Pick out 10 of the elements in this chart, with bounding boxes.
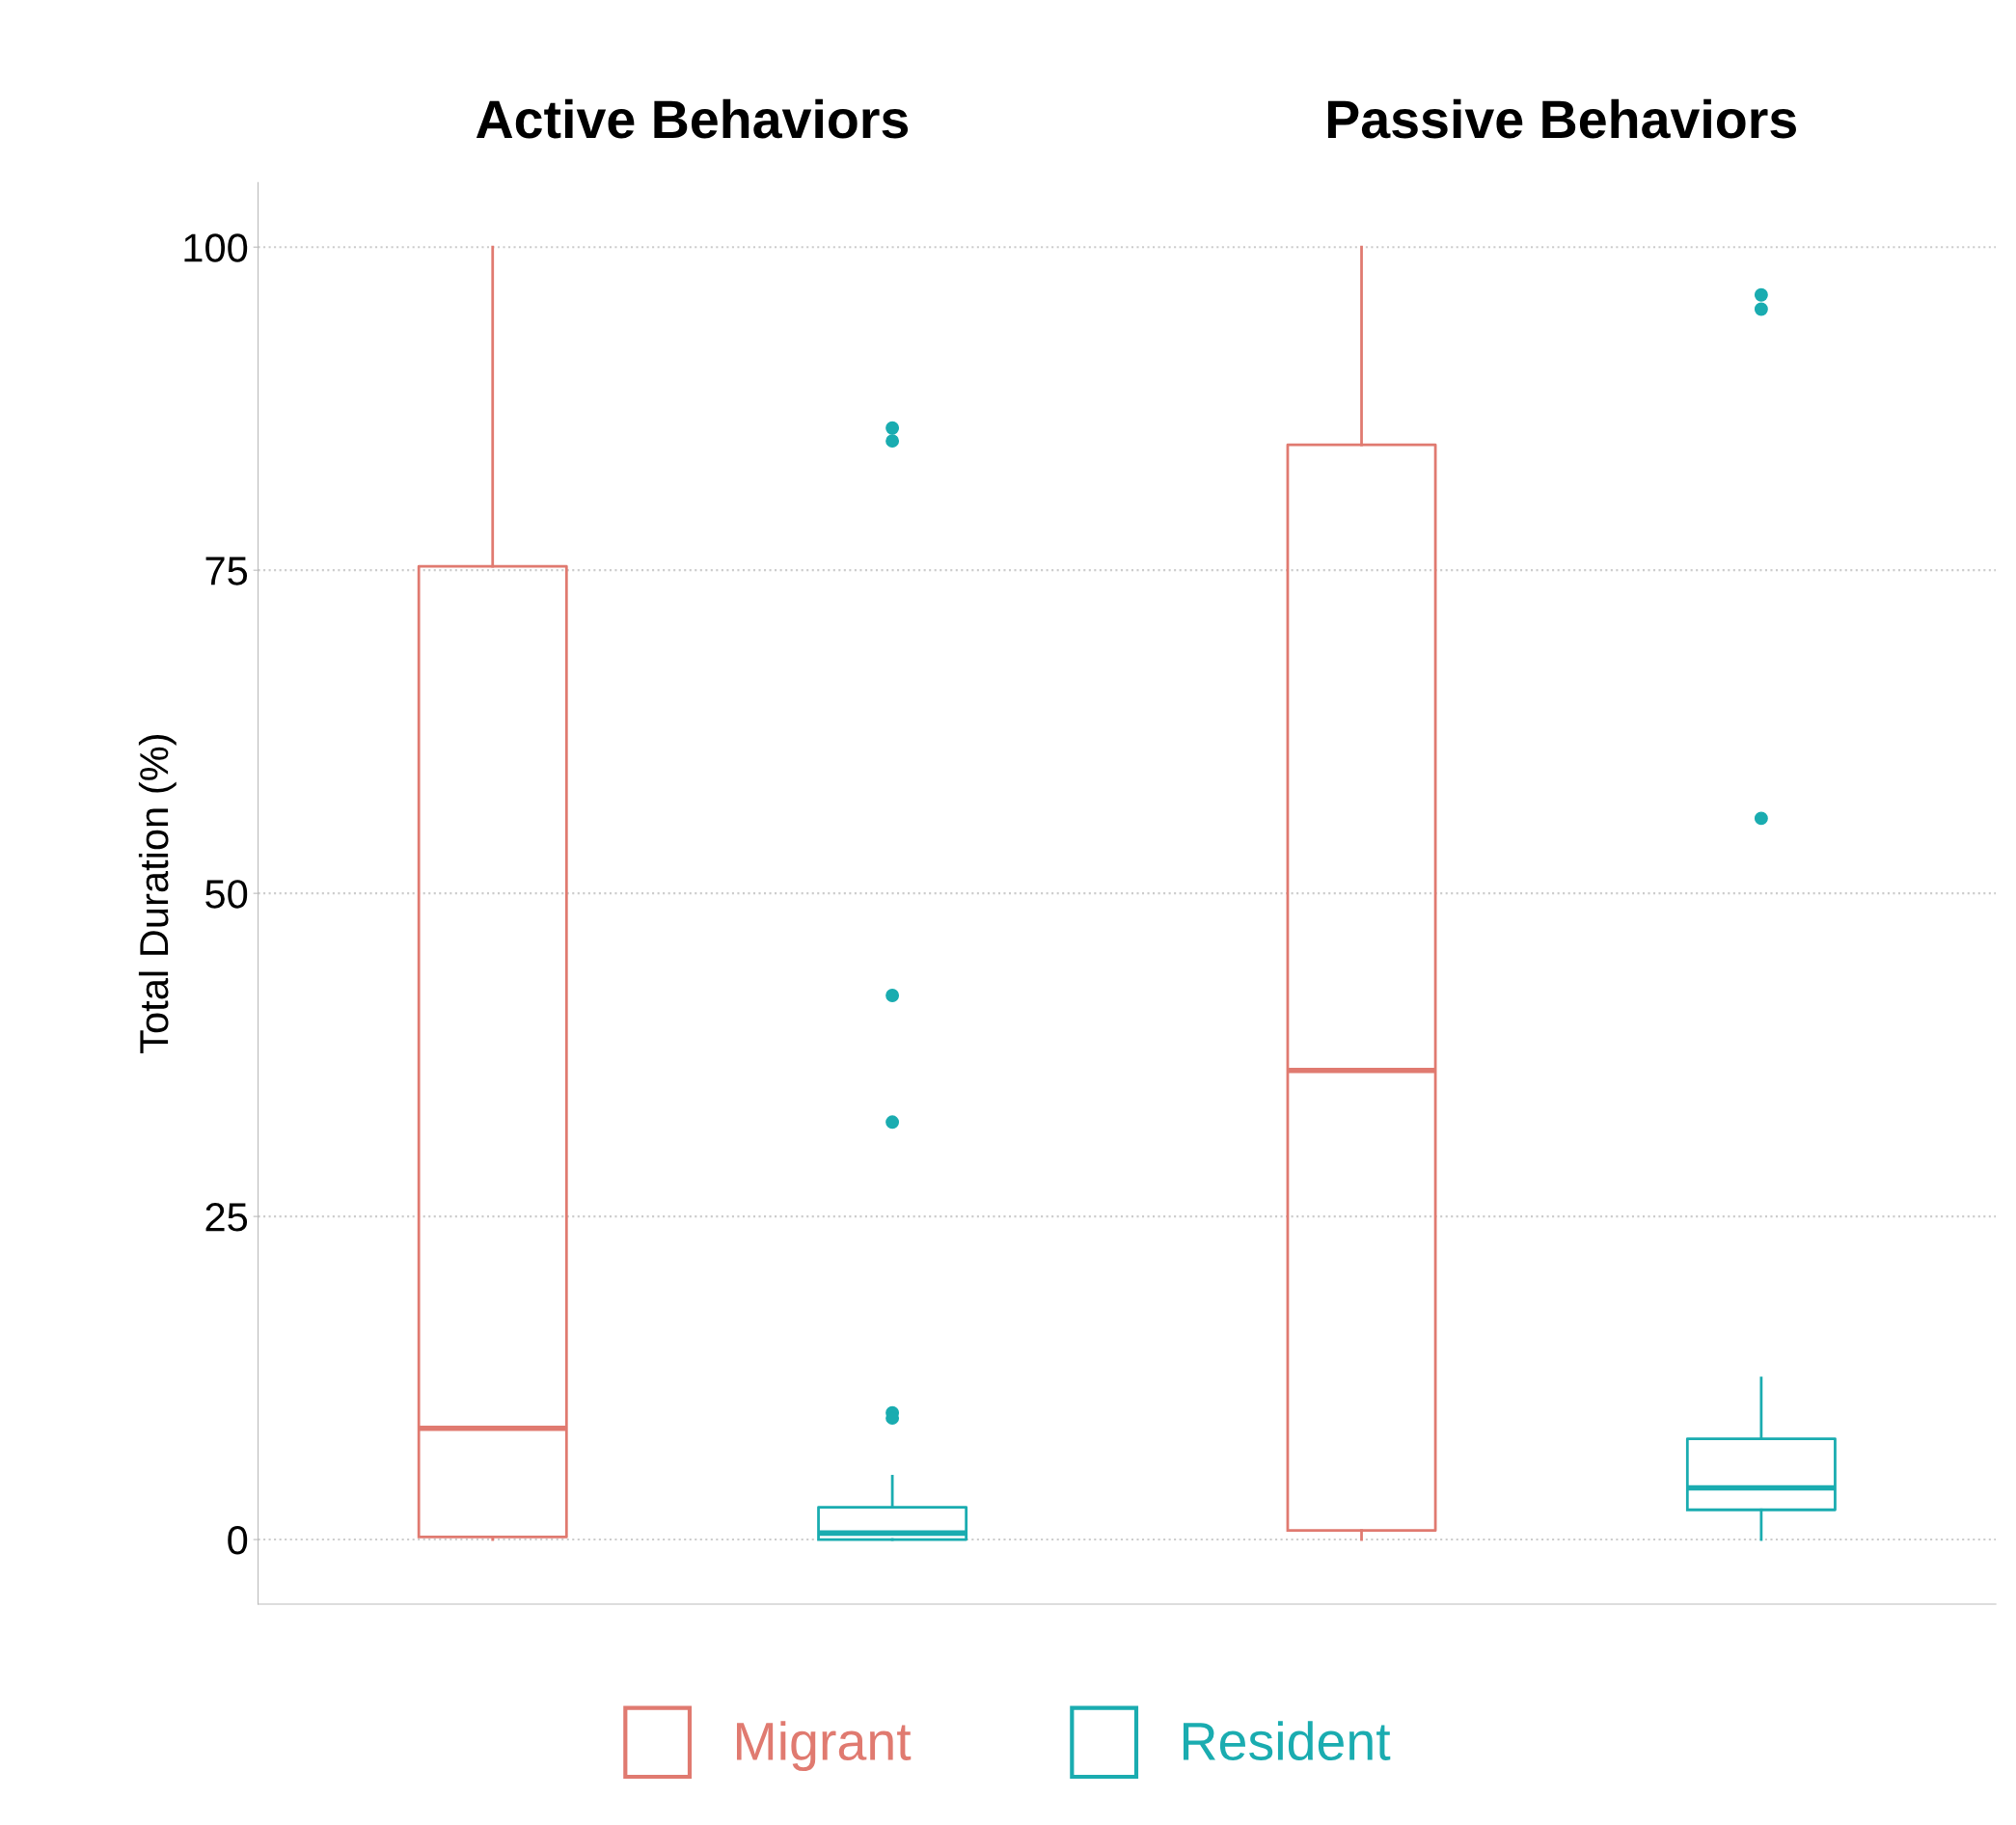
y-tick-label: 50 xyxy=(205,880,248,909)
y-axis-title: Total Duration (%) xyxy=(138,734,177,1053)
y-tick-label: 75 xyxy=(205,557,248,586)
y-tick-label: 25 xyxy=(205,1203,248,1232)
y-tick-label: 0 xyxy=(228,1526,248,1555)
y-tick-label: 100 xyxy=(184,233,248,262)
x-tick-label: Passive Behaviors xyxy=(1327,98,1796,139)
legend-label: Migrant xyxy=(736,1721,912,1772)
legend-label: Resident xyxy=(1183,1721,1391,1761)
x-tick-label: Active Behaviors xyxy=(476,98,909,139)
